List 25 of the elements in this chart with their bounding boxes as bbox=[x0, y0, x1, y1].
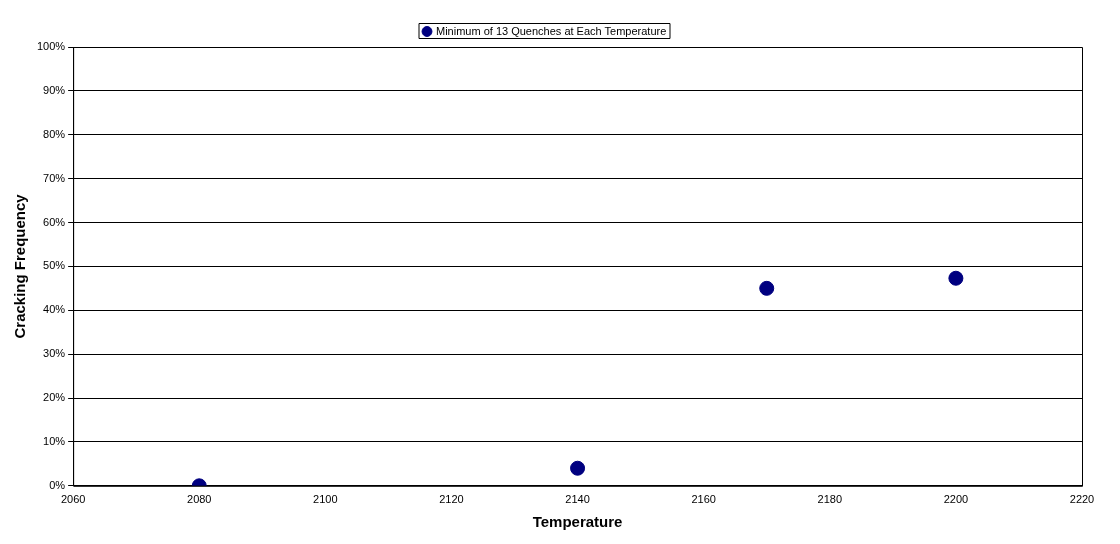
y-tick-label: 100% bbox=[36, 40, 66, 53]
legend-label: Minimum of 13 Quenches at Each Temperature bbox=[436, 24, 667, 37]
y-tick-label: 20% bbox=[43, 391, 66, 404]
point bbox=[759, 280, 775, 296]
x-tick-label: 2100 bbox=[313, 493, 338, 506]
x-tick-label: 2220 bbox=[1069, 493, 1095, 506]
x-tick-label: 2200 bbox=[943, 493, 969, 506]
y-tick-label: 80% bbox=[43, 127, 66, 140]
y-axis-title: Cracking Frequency bbox=[11, 193, 29, 339]
y-tick-label: 30% bbox=[43, 347, 66, 360]
x-tick-label: 2180 bbox=[817, 493, 843, 506]
y-tick-label: 90% bbox=[43, 83, 66, 96]
point bbox=[948, 270, 964, 286]
x-tick-label: 2080 bbox=[187, 493, 212, 506]
y-tick-label: 40% bbox=[43, 303, 66, 316]
y-tick-label: 0% bbox=[49, 478, 66, 491]
y-tick-label: 50% bbox=[43, 259, 66, 272]
y-tick-label: 70% bbox=[43, 171, 66, 184]
x-axis-title: Temperature bbox=[532, 513, 623, 531]
x-tick-label: 2160 bbox=[691, 493, 716, 506]
x-tick-label: 2060 bbox=[60, 493, 86, 506]
x-tick-label: 2120 bbox=[439, 493, 464, 506]
y-tick-label: 10% bbox=[43, 434, 66, 447]
y-tick-label: 60% bbox=[43, 215, 66, 228]
x-tick-label: 2140 bbox=[565, 493, 590, 506]
